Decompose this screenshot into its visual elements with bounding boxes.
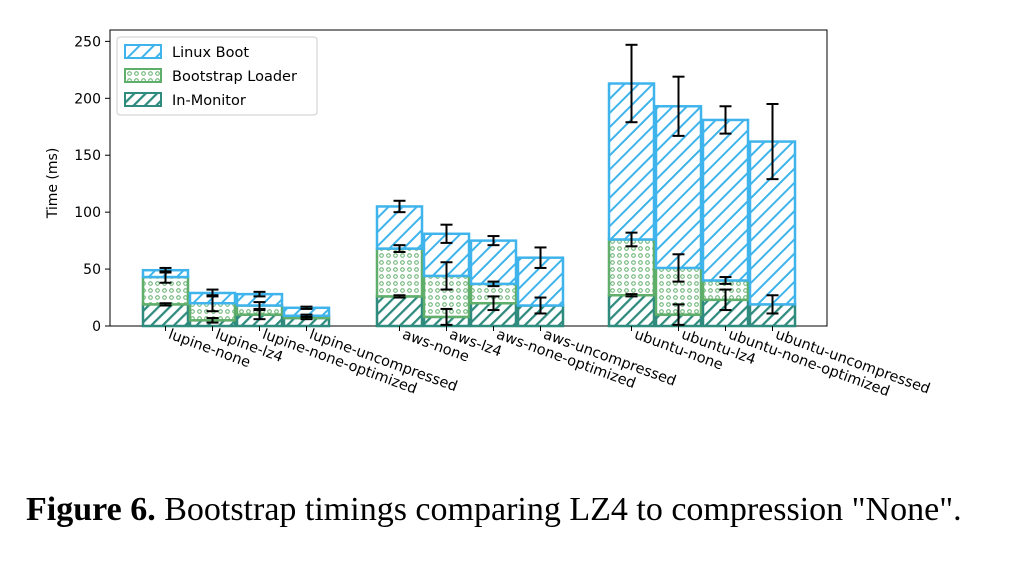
bar-segment: [141, 303, 190, 328]
legend-swatch: [124, 92, 162, 107]
legend-box: [116, 36, 318, 116]
legend-label: Bootstrap Loader: [172, 69, 297, 85]
y-tick-label: 50: [83, 262, 101, 278]
plot-area: [109, 29, 828, 328]
caption-text: Bootstrap timings comparing LZ4 to compr…: [155, 491, 962, 528]
y-tick-label: 0: [92, 319, 101, 335]
x-axis: lupine-nonelupine-lz4lupine-none-optimiz…: [165, 326, 932, 400]
y-tick-label: 100: [74, 205, 101, 221]
stacked-bar-chart: 0 50 100 150 200 250 lupine-nonelupine-lz4lup…: [45, 29, 932, 400]
bar-segment: [607, 238, 656, 297]
bar-segment: [469, 239, 518, 286]
y-tick-label: 200: [74, 91, 101, 107]
caption-label: Figure 6.: [26, 491, 156, 528]
figure-caption: Figure 6. Bootstrap timings comparing LZ…: [26, 490, 996, 530]
y-axis: 0 50 100 150 200 250: [74, 34, 110, 335]
legend-label: Linux Boot: [172, 45, 249, 61]
y-tick-label: 150: [74, 148, 101, 164]
y-axis-title: Time (ms): [45, 148, 61, 220]
bar-segment: [607, 294, 656, 328]
bar-segment: [375, 247, 424, 298]
legend-swatch: [124, 68, 162, 83]
legend-swatch: [124, 44, 162, 59]
legend-label: In-Monitor: [172, 93, 246, 109]
y-tick-label: 250: [74, 34, 101, 50]
bar-segment: [701, 118, 750, 282]
bar-segment: [375, 295, 424, 328]
legend: Linux Boot Bootstrap Loader In-Monitor: [116, 36, 318, 116]
